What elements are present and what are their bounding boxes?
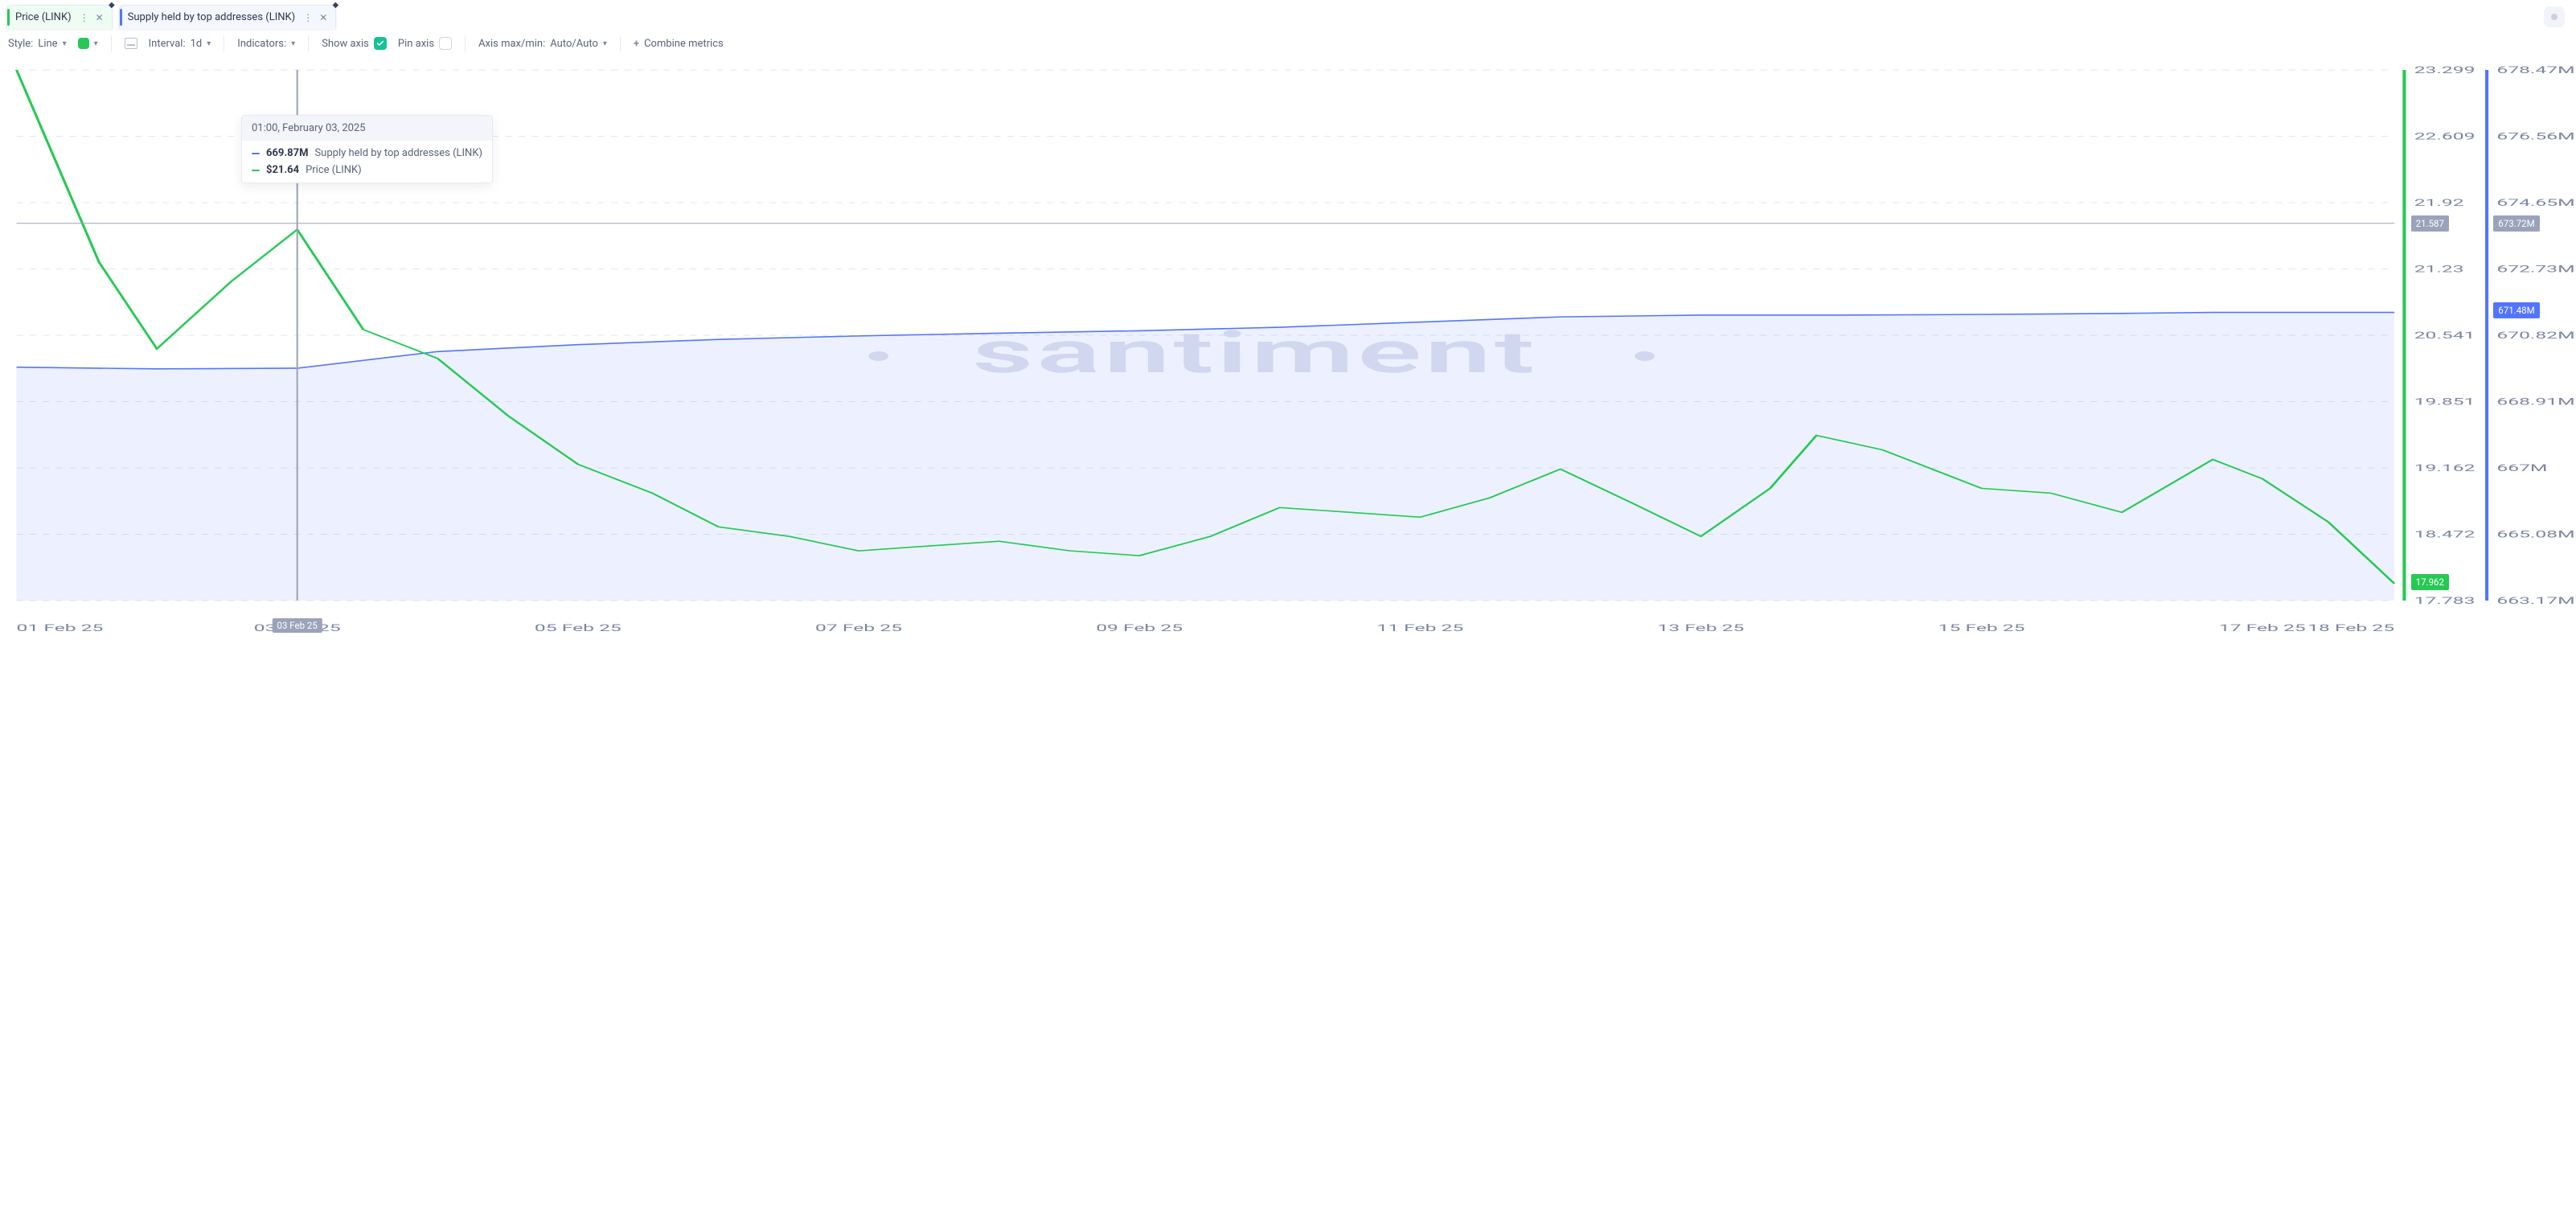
svg-text:670.82M: 670.82M [2496, 330, 2574, 341]
svg-text:17 Feb 25: 17 Feb 25 [2219, 622, 2306, 634]
tooltip-row: $21.64 Price (LINK) [252, 164, 482, 176]
chevron-down-icon: ▾ [94, 39, 98, 48]
separator [465, 35, 466, 51]
svg-text:676.56M: 676.56M [2496, 130, 2574, 141]
chevron-down-icon: ▾ [603, 39, 607, 48]
checkbox-unchecked-icon [439, 37, 452, 50]
svg-text:667M: 667M [2496, 462, 2547, 474]
axis-minmax-selector[interactable]: Axis max/min: Auto/Auto ▾ [478, 38, 607, 50]
chevron-down-icon: ▾ [63, 39, 67, 48]
status-indicator[interactable] [2544, 6, 2565, 27]
crosshair-y2-badge: 673.72M [2493, 215, 2539, 232]
svg-text:22.609: 22.609 [2414, 130, 2476, 141]
tooltip-value: 669.87M [266, 147, 308, 159]
svg-text:05 Feb 25: 05 Feb 25 [535, 622, 621, 634]
combine-label: Combine metrics [644, 38, 724, 50]
svg-text:668.91M: 668.91M [2496, 396, 2574, 407]
tooltip-row: 669.87M Supply held by top addresses (LI… [252, 147, 482, 159]
style-value: Line [38, 38, 57, 50]
svg-text:23.299: 23.299 [2414, 64, 2476, 76]
svg-text:07 Feb 25: 07 Feb 25 [815, 622, 902, 634]
plus-icon: + [634, 38, 639, 50]
color-chip-icon [78, 38, 89, 49]
svg-text:09 Feb 25: 09 Feb 25 [1096, 622, 1183, 634]
svg-text:678.47M: 678.47M [2496, 64, 2574, 76]
interval-label: Interval: [149, 38, 186, 50]
separator [308, 35, 309, 51]
series-color-picker[interactable]: ▾ [78, 38, 98, 49]
svg-text:663.17M: 663.17M [2496, 595, 2574, 606]
series-end-badge-price: 17.962 [2411, 574, 2449, 590]
series-color-icon [252, 170, 260, 171]
chevron-down-icon: ▾ [291, 39, 295, 48]
crosshair-y1-badge: 21.587 [2411, 215, 2449, 232]
tab-menu-icon[interactable]: ⋮ [80, 12, 89, 23]
interval-selector[interactable]: Interval: 1d ▾ [149, 38, 211, 50]
crosshair-tooltip: 01:00, February 03, 2025 669.87M Supply … [241, 115, 493, 183]
pin-axis-label: Pin axis [398, 38, 434, 50]
separator [620, 35, 621, 51]
chart-area[interactable]: santiment23.29922.60921.9221.2320.54119.… [0, 60, 2576, 638]
chart-type-button[interactable] [125, 38, 137, 49]
svg-text:01 Feb 25: 01 Feb 25 [17, 622, 104, 634]
tooltip-label: Price (LINK) [306, 164, 362, 176]
separator [111, 35, 112, 51]
close-icon[interactable]: ✕ [94, 12, 105, 23]
show-axis-toggle[interactable]: Show axis [322, 37, 387, 50]
tab-menu-icon[interactable]: ⋮ [303, 12, 313, 23]
svg-text:18 Feb 25: 18 Feb 25 [2307, 622, 2394, 634]
combine-metrics-button[interactable]: + Combine metrics [634, 38, 724, 50]
tab-price[interactable]: Price (LINK) ⋮ ✕ ◆ [6, 5, 113, 29]
svg-text:21.23: 21.23 [2414, 263, 2464, 274]
tab-label: Supply held by top addresses (LINK) [128, 11, 296, 23]
interval-value: 1d [191, 38, 203, 50]
indicators-label: Indicators: [237, 38, 286, 50]
style-label: Style: [8, 38, 33, 50]
bar-chart-icon [125, 38, 137, 49]
chart-toolbar: Style: Line ▾ ▾ Interval: 1d ▾ Indicator… [0, 29, 2576, 60]
axis-minmax-value: Auto/Auto [550, 38, 598, 50]
svg-text:17.783: 17.783 [2414, 595, 2476, 606]
crosshair-x-badge: 03 Feb 25 [273, 618, 322, 633]
pin-axis-toggle[interactable]: Pin axis [398, 37, 452, 50]
tab-supply[interactable]: Supply held by top addresses (LINK) ⋮ ✕ … [119, 5, 337, 29]
checkbox-checked-icon [374, 37, 387, 50]
svg-text:665.08M: 665.08M [2496, 528, 2574, 539]
svg-text:21.92: 21.92 [2414, 197, 2464, 208]
svg-text:19.162: 19.162 [2414, 462, 2476, 474]
svg-text:15 Feb 25: 15 Feb 25 [1938, 622, 2025, 634]
svg-text:11 Feb 25: 11 Feb 25 [1376, 622, 1463, 634]
svg-text:672.73M: 672.73M [2496, 263, 2574, 274]
eth-icon: ◆ [109, 1, 115, 10]
chevron-down-icon: ▾ [207, 39, 211, 48]
eth-icon: ◆ [333, 1, 339, 10]
svg-text:19.851: 19.851 [2414, 396, 2476, 407]
tooltip-value: $21.64 [266, 164, 299, 176]
metric-tabs: Price (LINK) ⋮ ✕ ◆ Supply held by top ad… [0, 0, 2576, 29]
svg-text:18.472: 18.472 [2414, 528, 2476, 539]
close-icon[interactable]: ✕ [318, 12, 329, 23]
style-selector[interactable]: Style: Line ▾ [8, 38, 67, 50]
series-end-badge-supply: 671.48M [2493, 302, 2539, 318]
axis-minmax-label: Axis max/min: [478, 38, 545, 50]
show-axis-label: Show axis [322, 38, 369, 50]
svg-text:20.541: 20.541 [2414, 330, 2476, 341]
indicators-selector[interactable]: Indicators: ▾ [237, 38, 295, 50]
svg-text:674.65M: 674.65M [2496, 197, 2574, 208]
tooltip-time: 01:00, February 03, 2025 [242, 116, 492, 141]
tab-label: Price (LINK) [15, 11, 72, 23]
svg-text:13 Feb 25: 13 Feb 25 [1658, 622, 1745, 634]
tooltip-label: Supply held by top addresses (LINK) [314, 147, 482, 159]
series-color-icon [252, 153, 260, 154]
